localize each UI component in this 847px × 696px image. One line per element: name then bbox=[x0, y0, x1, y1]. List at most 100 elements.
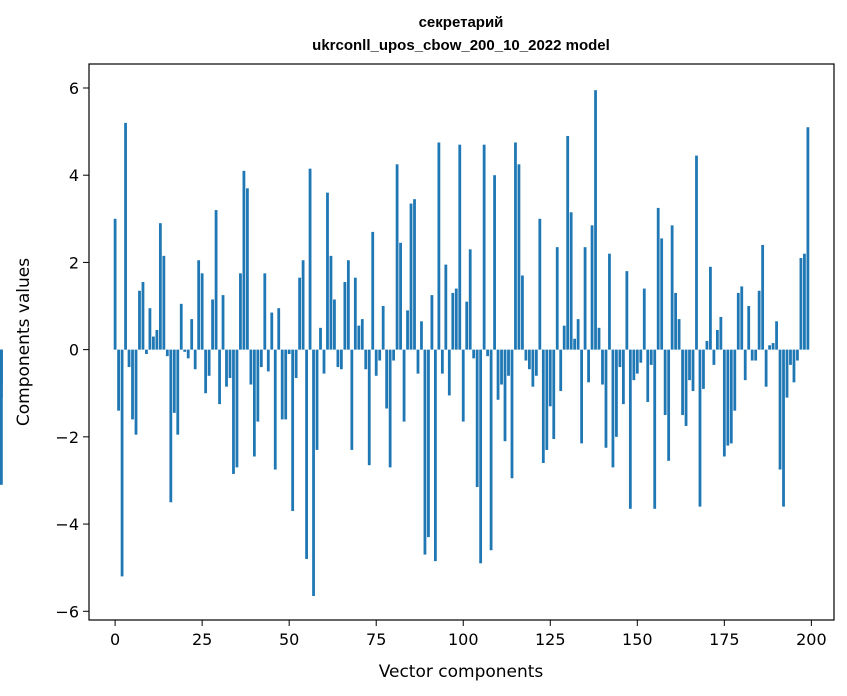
bar-59 bbox=[319, 327, 322, 350]
x-tick-label: 100 bbox=[448, 630, 479, 649]
bar-116 bbox=[517, 164, 521, 350]
bar-85 bbox=[409, 203, 413, 350]
bar-138 bbox=[594, 90, 597, 350]
bar-155 bbox=[653, 349, 657, 509]
y-axis-ticks: −6 −4 −2 0 2 4 6 bbox=[55, 79, 89, 621]
bar-136 bbox=[587, 349, 590, 383]
bar-129 bbox=[562, 325, 566, 350]
bar-89 bbox=[423, 349, 427, 555]
bar-130 bbox=[566, 135, 570, 350]
bar-68 bbox=[350, 349, 354, 450]
bar-100 bbox=[461, 349, 465, 422]
bar-134 bbox=[580, 349, 583, 444]
bar-30 bbox=[218, 349, 221, 405]
bar-199 bbox=[806, 127, 810, 350]
bar-201 bbox=[0, 349, 3, 485]
bar-36 bbox=[239, 273, 242, 350]
bar-112 bbox=[503, 349, 507, 442]
bar-56 bbox=[308, 168, 312, 350]
bar-124 bbox=[545, 349, 549, 450]
bar-2 bbox=[120, 349, 124, 577]
bar-107 bbox=[486, 349, 490, 357]
bar-94 bbox=[440, 349, 444, 374]
bar-168 bbox=[698, 349, 702, 507]
bar-96 bbox=[447, 349, 451, 396]
bar-127 bbox=[555, 247, 559, 350]
bar-110 bbox=[496, 349, 500, 400]
bar-76 bbox=[378, 349, 382, 361]
bar-26 bbox=[204, 349, 208, 394]
bar-44 bbox=[266, 349, 270, 372]
bar-137 bbox=[590, 225, 594, 350]
x-tick-label: 75 bbox=[366, 630, 386, 649]
bar-29 bbox=[214, 210, 218, 350]
bar-83 bbox=[402, 349, 406, 422]
bar-119 bbox=[527, 349, 531, 370]
bar-192 bbox=[782, 349, 785, 507]
chart-subtitle: ukrconll_upos_cbow_200_10_2022 model bbox=[312, 37, 610, 54]
bar-38 bbox=[246, 188, 249, 350]
bar-120 bbox=[531, 349, 535, 387]
bar-71 bbox=[360, 319, 364, 350]
bar-54 bbox=[301, 260, 305, 350]
bar-160 bbox=[670, 225, 674, 350]
bar-81 bbox=[395, 164, 399, 350]
bar-132 bbox=[573, 338, 577, 350]
bar-149 bbox=[632, 349, 636, 381]
bar-169 bbox=[702, 349, 705, 389]
bar-24 bbox=[197, 260, 201, 350]
bar-194 bbox=[789, 349, 792, 365]
bar-191 bbox=[778, 349, 782, 470]
bar-17 bbox=[172, 349, 176, 413]
y-tick-label: 2 bbox=[69, 253, 79, 272]
bar-140 bbox=[601, 349, 604, 385]
bar-147 bbox=[625, 271, 629, 350]
bar-52 bbox=[294, 349, 298, 378]
bar-67 bbox=[346, 260, 350, 350]
bar-189 bbox=[771, 343, 775, 350]
plot-frame bbox=[88, 63, 835, 621]
bar-105 bbox=[479, 349, 483, 564]
bar-156 bbox=[656, 207, 660, 350]
bar-87 bbox=[416, 349, 420, 374]
bar-125 bbox=[548, 349, 552, 407]
bar-98 bbox=[454, 288, 458, 350]
bar-3 bbox=[124, 122, 127, 350]
bar-103 bbox=[472, 349, 476, 359]
bars-group bbox=[0, 90, 810, 597]
bar-58 bbox=[315, 349, 319, 450]
bar-143 bbox=[611, 349, 615, 468]
bar-77 bbox=[381, 306, 385, 350]
bar-144 bbox=[615, 349, 618, 437]
bar-40 bbox=[252, 349, 256, 457]
bar-78 bbox=[385, 349, 389, 409]
bar-123 bbox=[541, 349, 545, 464]
bar-55 bbox=[305, 349, 308, 559]
bar-10 bbox=[148, 308, 152, 350]
bar-158 bbox=[663, 349, 667, 416]
bar-159 bbox=[667, 349, 671, 461]
bar-197 bbox=[799, 258, 803, 350]
x-tick-label: 0 bbox=[110, 630, 120, 649]
bar-153 bbox=[646, 349, 650, 402]
bar-37 bbox=[242, 170, 246, 350]
bar-106 bbox=[482, 144, 486, 350]
bar-190 bbox=[775, 321, 778, 350]
bar-9 bbox=[145, 349, 148, 354]
bar-48 bbox=[280, 349, 284, 420]
y-tick-label: −4 bbox=[55, 515, 79, 534]
bar-195 bbox=[792, 349, 796, 383]
x-tick-label: 50 bbox=[279, 630, 299, 649]
y-axis-label: Components values bbox=[14, 258, 34, 426]
bar-27 bbox=[207, 349, 211, 376]
bar-41 bbox=[256, 349, 260, 422]
bar-126 bbox=[552, 349, 556, 440]
bar-184 bbox=[754, 349, 758, 361]
bar-188 bbox=[768, 345, 771, 350]
bar-157 bbox=[660, 238, 664, 350]
bar-121 bbox=[534, 349, 538, 376]
bar-25 bbox=[200, 273, 204, 350]
x-tick-label: 25 bbox=[192, 630, 212, 649]
bar-90 bbox=[427, 349, 430, 538]
bar-179 bbox=[736, 292, 740, 350]
